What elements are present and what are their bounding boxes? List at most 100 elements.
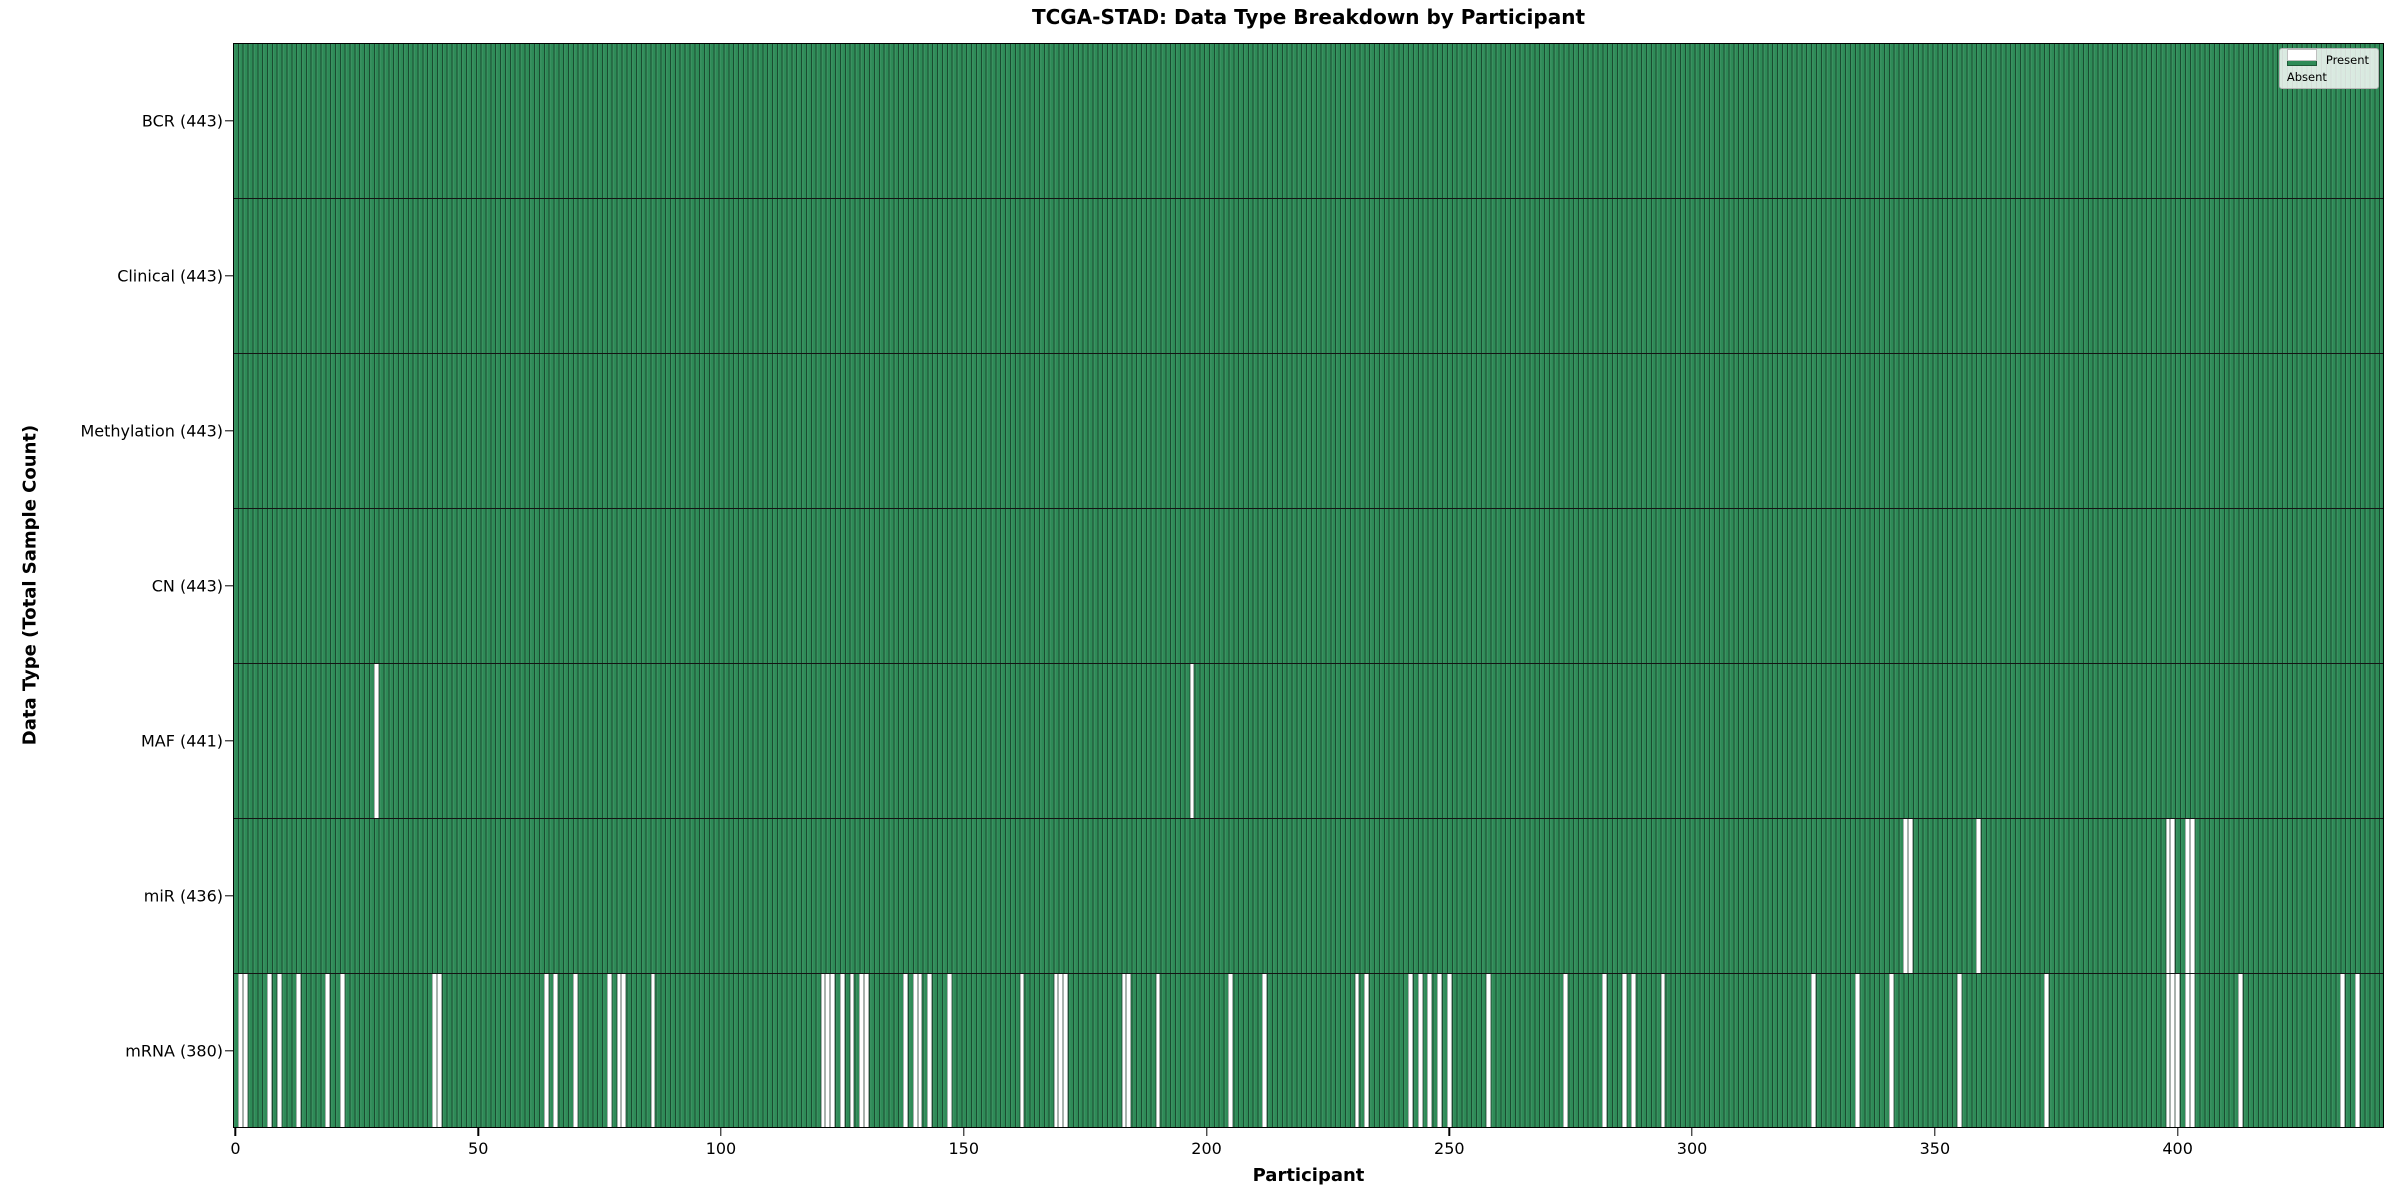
y-tick-label-mrna: mRNA (380) [125,1041,223,1060]
x-tick-mark-100 [720,1128,722,1136]
x-tick-label-350: 350 [1919,1139,1951,1158]
absent-stripe-mrna-288 [1631,974,1637,1128]
x-tick-label-0: 0 [230,1139,241,1158]
absent-stripe-mir-402 [2184,819,2190,973]
y-tick-label-methylation: Methylation (443) [80,421,223,440]
x-tick-mark-300 [1691,1128,1693,1136]
y-tick-label-maf: MAF (441) [140,731,223,750]
absent-stripe-mrna-398 [2165,974,2171,1128]
y-tick-label-bcr: BCR (443) [141,111,223,130]
y-tick-mark-bcr [225,119,233,122]
absent-stripe-mrna-183 [1121,974,1127,1128]
absent-stripe-mrna-130 [864,974,870,1128]
absent-stripe-mrna-42 [436,974,442,1128]
absent-stripe-mrna-400 [2175,974,2181,1128]
absent-stripe-mrna-147 [946,974,952,1128]
absent-stripe-mrna-22 [339,974,345,1128]
x-tick-label-100: 100 [705,1139,737,1158]
legend-absent-swatch-icon [2286,49,2317,61]
heatmap-row-clinical [233,198,2384,353]
absent-stripe-mrna-286 [1621,974,1627,1128]
absent-stripe-mrna-437 [2354,974,2360,1128]
heatmap-row-mrna [233,973,2384,1128]
heatmap-row-mir [233,818,2384,973]
absent-stripe-mir-403 [2189,819,2195,973]
x-tick-mark-400 [2176,1128,2179,1136]
absent-stripe-mrna-205 [1228,974,1234,1128]
absent-stripe-mrna-2 [242,974,248,1128]
absent-stripe-mrna-242 [1408,974,1413,1128]
absent-stripe-mrna-169 [1053,974,1059,1128]
legend-label-absent: Absent [2286,70,2327,84]
absent-stripe-mrna-143 [927,974,933,1128]
heatmap-row-maf [233,663,2384,818]
y-tick-mark-mrna [225,1049,233,1052]
absent-stripe-mrna-70 [572,974,578,1128]
x-tick-label-200: 200 [1191,1139,1222,1158]
absent-stripe-mrna-399 [2170,974,2176,1128]
x-tick-mark-350 [1934,1128,1936,1136]
absent-stripe-mrna-122 [825,974,831,1128]
y-tick-mark-maf [225,739,233,742]
absent-stripe-mrna-294 [1660,974,1666,1128]
absent-stripe-mrna-334 [1854,974,1860,1128]
absent-stripe-mrna-402 [2184,974,2190,1128]
x-tick-label-250: 250 [1434,1139,1465,1158]
x-tick-mark-0 [234,1128,237,1136]
absent-stripe-mrna-162 [1019,974,1025,1128]
absent-stripe-mrna-125 [839,974,845,1128]
absent-stripe-mrna-325 [1811,974,1816,1128]
x-tick-label-400: 400 [2162,1139,2193,1158]
x-axis-label: Participant [1252,1165,1365,1186]
absent-stripe-mrna-66 [553,974,559,1128]
absent-stripe-mrna-373 [2044,974,2049,1128]
legend-entry-absent: Absent [2286,49,2369,84]
plot-area: Present Absent [233,43,2384,1128]
absent-stripe-mrna-170 [1058,974,1064,1128]
absent-stripe-mrna-129 [859,974,865,1128]
y-tick-label-clinical: Clinical (443) [117,266,223,285]
absent-stripe-mrna-258 [1485,974,1491,1128]
absent-stripe-mrna-141 [917,974,923,1128]
absent-stripe-maf-29 [373,664,379,818]
absent-stripe-mrna-248 [1437,974,1442,1128]
absent-stripe-mrna-212 [1262,974,1268,1128]
legend: Present Absent [2278,48,2379,89]
legend-label-present: Present [2325,53,2369,67]
x-tick-mark-50 [477,1128,479,1136]
absent-stripe-mrna-184 [1126,974,1132,1128]
absent-stripe-mir-399 [2170,819,2176,973]
absent-stripe-mrna-231 [1354,974,1360,1128]
y-tick-label-cn: CN (443) [151,576,223,595]
absent-stripe-mrna-1 [237,974,243,1128]
absent-stripe-mir-345 [1908,819,1913,973]
x-tick-label-50: 50 [468,1139,489,1158]
absent-stripe-mrna-190 [1155,974,1161,1128]
absent-stripe-mrna-19 [325,974,331,1128]
absent-stripe-mrna-355 [1956,974,1962,1128]
absent-stripe-mrna-80 [621,974,627,1128]
absent-stripe-mrna-434 [2340,974,2346,1128]
y-tick-label-mir: miR (436) [143,886,223,905]
absent-stripe-mrna-123 [830,974,836,1128]
absent-stripe-mrna-244 [1417,974,1423,1128]
absent-stripe-mrna-233 [1364,974,1370,1128]
heatmap-row-cn [233,508,2384,663]
heatmap-row-methylation [233,353,2384,508]
absent-stripe-mrna-274 [1563,974,1569,1128]
absent-stripe-mrna-121 [820,974,826,1128]
absent-stripe-mir-359 [1976,819,1981,973]
absent-stripe-mrna-250 [1446,974,1452,1128]
absent-stripe-mrna-403 [2189,974,2195,1128]
y-axis-label: Data Type (Total Sample Count) [19,424,41,746]
absent-stripe-mir-398 [2165,819,2171,973]
absent-stripe-mrna-13 [296,974,301,1128]
y-tick-mark-clinical [225,274,233,277]
absent-stripe-mir-344 [1903,819,1909,973]
x-tick-label-150: 150 [948,1139,980,1158]
absent-stripe-mrna-246 [1427,974,1433,1128]
absent-stripe-maf-197 [1189,664,1195,818]
x-tick-mark-250 [1448,1128,1450,1136]
absent-stripe-mrna-7 [266,974,272,1128]
